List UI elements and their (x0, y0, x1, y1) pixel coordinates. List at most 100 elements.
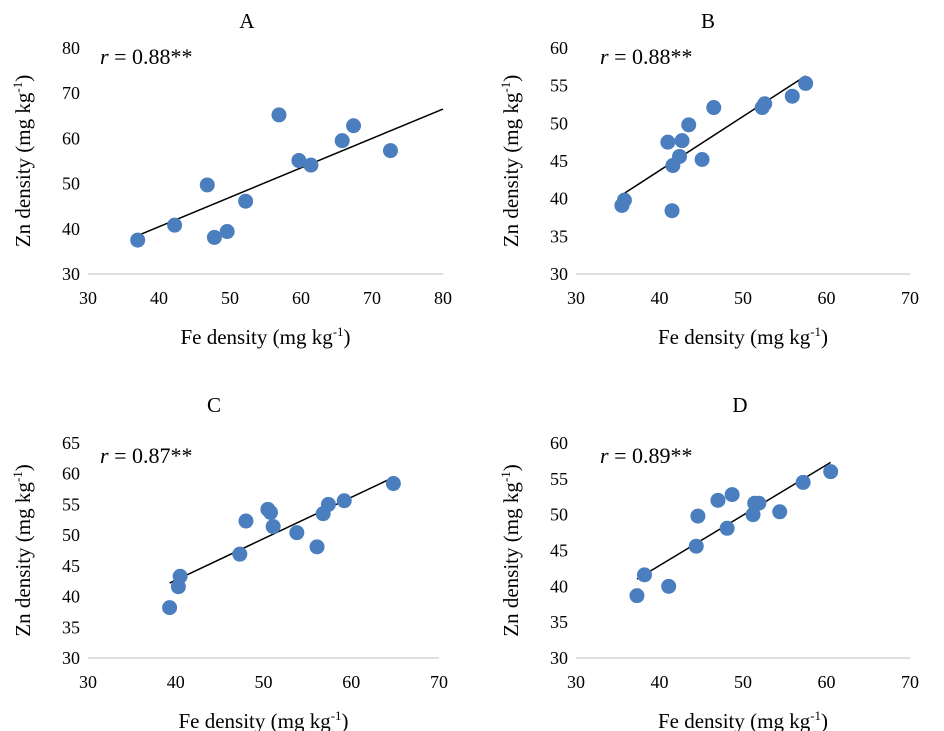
scatter-point (336, 493, 352, 509)
y-axis-label-main: Zn density (mg kg (11, 482, 35, 637)
r-value: = 0.87** (109, 443, 193, 468)
chart-panel-b: B 30 40 50 60 70 30 35 40 45 50 55 60 Fe density (mg … (498, 9, 919, 349)
y-axis-label: Zn density (mg kg-1) (498, 464, 523, 636)
panel-title: A (239, 9, 255, 33)
scatter-point (382, 143, 398, 159)
y-tick-label: 60 (550, 38, 568, 58)
x-tick-label: 40 (167, 672, 185, 692)
scatter-point (706, 100, 722, 116)
scatter-point (263, 504, 279, 520)
x-axis-label-sup: -1 (333, 324, 344, 339)
r-symbol: r (600, 44, 609, 69)
x-tick-label: 60 (818, 672, 836, 692)
scatter-point (724, 487, 740, 503)
x-tick-label: 40 (651, 288, 669, 308)
panel-title: C (207, 393, 221, 417)
scatter-point (289, 525, 305, 541)
trendline (137, 108, 444, 237)
trendline (169, 476, 394, 584)
y-tick-label: 45 (550, 151, 568, 171)
scatter-point (694, 151, 710, 167)
x-axis-label: Fe density (mg kg-1) (658, 324, 828, 349)
y-tick-label: 55 (550, 76, 568, 96)
scatter-point (206, 229, 222, 245)
x-tick-label: 70 (901, 672, 919, 692)
scatter-point (681, 117, 697, 133)
x-axis-label-sup: -1 (810, 708, 821, 723)
y-tick-label: 70 (62, 83, 80, 103)
y-tick-label: 50 (62, 525, 80, 545)
scatter-point (385, 476, 401, 492)
scatter-point (219, 224, 235, 240)
scatter-point (167, 217, 183, 233)
scatter-point (172, 568, 188, 584)
scatter-point (291, 153, 307, 169)
scatter-point (757, 96, 773, 112)
scatter-point (664, 203, 680, 219)
scatter-point (672, 148, 688, 164)
y-axis-label-end: ) (11, 464, 35, 471)
y-axis-label-sup: -1 (10, 471, 25, 482)
scatter-point (674, 133, 690, 149)
correlation-annotation: r = 0.88** (100, 44, 192, 69)
scatter-point (334, 133, 350, 149)
x-axis-label: Fe density (mg kg-1) (658, 708, 828, 731)
x-tick-label: 70 (430, 672, 448, 692)
y-axis-label-main: Zn density (mg kg (11, 92, 35, 247)
y-axis-label-end: ) (11, 75, 35, 82)
x-axis-label-end: ) (342, 709, 349, 731)
scatter-point (690, 508, 706, 524)
x-tick-label: 40 (651, 672, 669, 692)
scatter-point (772, 504, 788, 520)
x-axis-label-sup: -1 (810, 324, 821, 339)
x-axis-label-main: Fe density (mg kg (180, 325, 333, 349)
x-axis-label: Fe density (mg kg-1) (180, 324, 350, 349)
y-axis-label: Zn density (mg kg-1) (10, 75, 35, 247)
x-tick-label: 70 (901, 288, 919, 308)
x-tick-label: 50 (734, 288, 752, 308)
r-symbol: r (600, 443, 609, 468)
scatter-point (636, 567, 652, 583)
x-tick-label: 50 (734, 672, 752, 692)
x-tick-label: 50 (221, 288, 239, 308)
r-symbol: r (100, 443, 109, 468)
x-axis-label-end: ) (821, 325, 828, 349)
scatter-point (271, 107, 287, 123)
chart-panel-d: D 30 40 50 60 70 30 35 40 45 50 55 60 Fe density (mg … (498, 393, 919, 731)
y-tick-label: 45 (62, 556, 80, 576)
x-tick-label: 50 (255, 672, 273, 692)
x-axis-label-sup: -1 (331, 708, 342, 723)
y-tick-label: 55 (550, 469, 568, 489)
scatter-point (661, 578, 677, 594)
y-tick-label: 40 (62, 219, 80, 239)
y-axis-label: Zn density (mg kg-1) (10, 464, 35, 636)
x-tick-label: 40 (150, 288, 168, 308)
y-tick-label: 40 (550, 189, 568, 209)
y-tick-label: 60 (550, 433, 568, 453)
correlation-annotation: r = 0.87** (100, 443, 192, 468)
x-axis-label-end: ) (344, 325, 351, 349)
scatter-point (688, 538, 704, 554)
scatter-point (265, 519, 281, 535)
y-tick-label: 60 (62, 128, 80, 148)
scatter-point (199, 177, 215, 193)
y-tick-label: 50 (550, 113, 568, 133)
r-value: = 0.88** (109, 44, 193, 69)
x-tick-label: 60 (818, 288, 836, 308)
y-axis-label-main: Zn density (mg kg (499, 482, 523, 637)
x-tick-label: 60 (292, 288, 310, 308)
y-tick-label: 45 (550, 541, 568, 561)
y-axis-label-sup: -1 (498, 82, 513, 93)
x-axis-label-end: ) (821, 709, 828, 731)
y-tick-label: 50 (550, 505, 568, 525)
x-axis-label: Fe density (mg kg-1) (178, 708, 348, 731)
scatter-point (629, 588, 645, 604)
y-tick-label: 35 (62, 617, 80, 637)
scatter-point (823, 464, 839, 480)
scatter-point (616, 192, 632, 208)
correlation-annotation: r = 0.89** (600, 443, 692, 468)
panel-title: B (701, 9, 715, 33)
y-tick-label: 30 (550, 648, 568, 668)
r-value: = 0.89** (609, 443, 693, 468)
